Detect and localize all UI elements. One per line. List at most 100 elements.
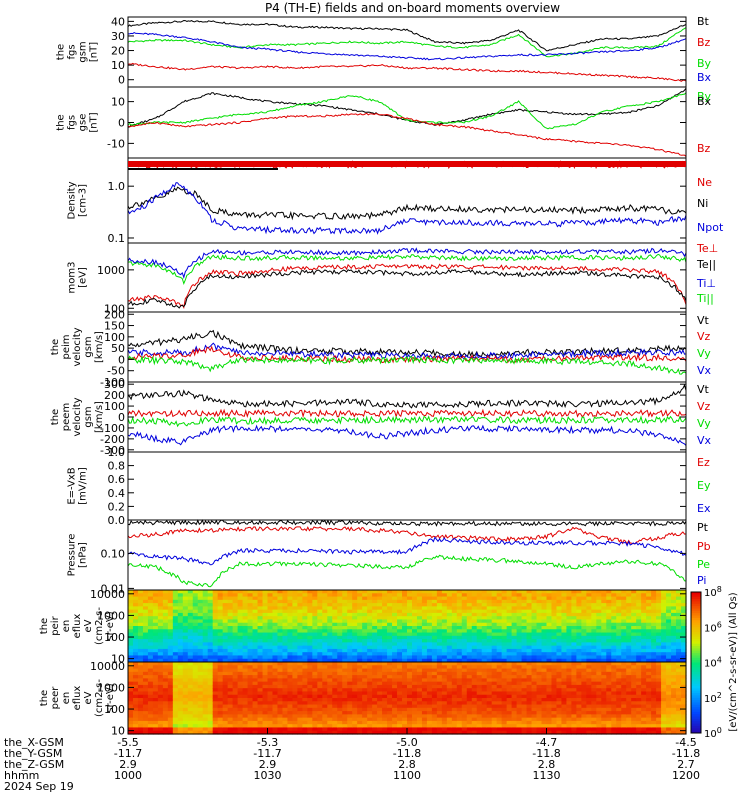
heatmap-cell — [128, 652, 134, 657]
heatmap-cell — [137, 688, 144, 693]
heatmap-cell — [581, 632, 587, 637]
heatmap-cell — [411, 671, 418, 676]
heatmap-cell — [307, 707, 313, 712]
heatmap-cell — [636, 596, 642, 601]
heatmap-cell — [317, 596, 323, 601]
heatmap-cell — [491, 704, 498, 709]
heatmap-cell — [426, 645, 433, 650]
heatmap-cell — [606, 629, 612, 634]
heatmap-cell — [506, 619, 513, 624]
heatmap-cell — [207, 662, 214, 666]
heatmap-cell — [621, 599, 627, 604]
heatmap-cell — [541, 675, 548, 679]
heatmap-cell — [177, 668, 184, 673]
heatmap-cell — [531, 590, 538, 594]
heatmap-cell — [227, 616, 234, 621]
heatmap-cell — [641, 727, 647, 732]
heatmap-cell — [222, 632, 229, 637]
heatmap-cell — [476, 635, 483, 640]
heatmap-cell — [596, 655, 602, 660]
heatmap-cell — [182, 691, 189, 696]
y-tick-label: 50 — [111, 342, 125, 355]
heatmap-cell — [511, 675, 518, 679]
y-tick-label: 0.0 — [108, 514, 126, 527]
heatmap-cell — [337, 720, 343, 725]
heatmap-cell — [162, 701, 169, 706]
heatmap-cell — [641, 688, 647, 693]
heatmap-cell — [451, 655, 458, 660]
heatmap-cell — [456, 642, 463, 647]
heatmap-cell — [436, 619, 443, 624]
heatmap-cell — [521, 599, 528, 604]
heatmap-cell — [541, 616, 548, 621]
heatmap-cell — [471, 639, 478, 643]
heatmap-cell — [377, 603, 383, 607]
heatmap-cell — [591, 711, 597, 715]
heatmap-cell — [511, 665, 518, 670]
heatmap-cell — [666, 622, 672, 627]
heatmap-cell — [407, 730, 413, 735]
heatmap-cell — [307, 681, 313, 686]
heatmap-cell — [287, 629, 294, 634]
heatmap-cell — [407, 691, 413, 696]
heatmap-cell — [411, 662, 418, 666]
heatmap-cell — [676, 626, 682, 630]
heatmap-cell — [372, 727, 378, 732]
heatmap-cell — [307, 596, 313, 601]
heatmap-cell — [207, 724, 214, 729]
heatmap-cell — [367, 652, 373, 657]
heatmap-cell — [666, 645, 672, 650]
heatmap-cell — [162, 658, 169, 663]
heatmap-cell — [128, 626, 134, 630]
heatmap-cell — [377, 648, 383, 653]
heatmap-cell — [566, 694, 573, 699]
heatmap-cell — [227, 593, 234, 598]
heatmap-cell — [142, 720, 149, 725]
heatmap-cell — [377, 727, 383, 732]
ylabel-line: the — [56, 114, 67, 130]
heatmap-cell — [591, 599, 597, 604]
heatmap-cell — [252, 612, 259, 617]
heatmap-cell — [287, 606, 294, 611]
heatmap-cell — [392, 655, 398, 660]
heatmap-cell — [282, 642, 289, 647]
heatmap-cell — [591, 642, 597, 647]
heatmap-cell — [591, 629, 597, 634]
heatmap-cell — [297, 671, 303, 676]
heatmap-cell — [137, 635, 144, 640]
heatmap-cell — [317, 714, 323, 719]
heatmap-cell — [421, 675, 428, 679]
heatmap-cell — [197, 668, 204, 673]
heatmap-cell — [576, 668, 582, 673]
heatmap-cell — [571, 612, 577, 617]
heatmap-cell — [551, 678, 558, 683]
heatmap-cell — [476, 684, 483, 689]
heatmap-cell — [441, 714, 448, 719]
heatmap-cell — [277, 678, 284, 683]
series-line-green — [127, 27, 687, 58]
heatmap-cell — [596, 619, 602, 624]
heatmap-cell — [187, 691, 194, 696]
heatmap-cell — [501, 665, 508, 670]
heatmap-cell — [157, 730, 164, 735]
heatmap-cell — [486, 606, 493, 611]
heatmap-cell — [496, 635, 503, 640]
heatmap-cell — [461, 606, 468, 611]
heatmap-cell — [491, 714, 498, 719]
heatmap-cell — [611, 717, 617, 722]
heatmap-cell — [267, 609, 274, 614]
heatmap-cell — [367, 668, 373, 673]
heatmap-cell — [416, 717, 423, 722]
heatmap-cell — [317, 681, 323, 686]
heatmap-cell — [531, 665, 538, 670]
heatmap-cell — [506, 662, 513, 666]
heatmap-cell — [337, 717, 343, 722]
heatmap-cell — [337, 642, 343, 647]
heatmap-cell — [596, 593, 602, 598]
heatmap-cell — [302, 652, 308, 657]
heatmap-cell — [496, 629, 503, 634]
heatmap-cell — [501, 635, 508, 640]
heatmap-cell — [586, 658, 592, 663]
heatmap-cell — [431, 652, 438, 657]
heatmap-cell — [481, 671, 488, 676]
